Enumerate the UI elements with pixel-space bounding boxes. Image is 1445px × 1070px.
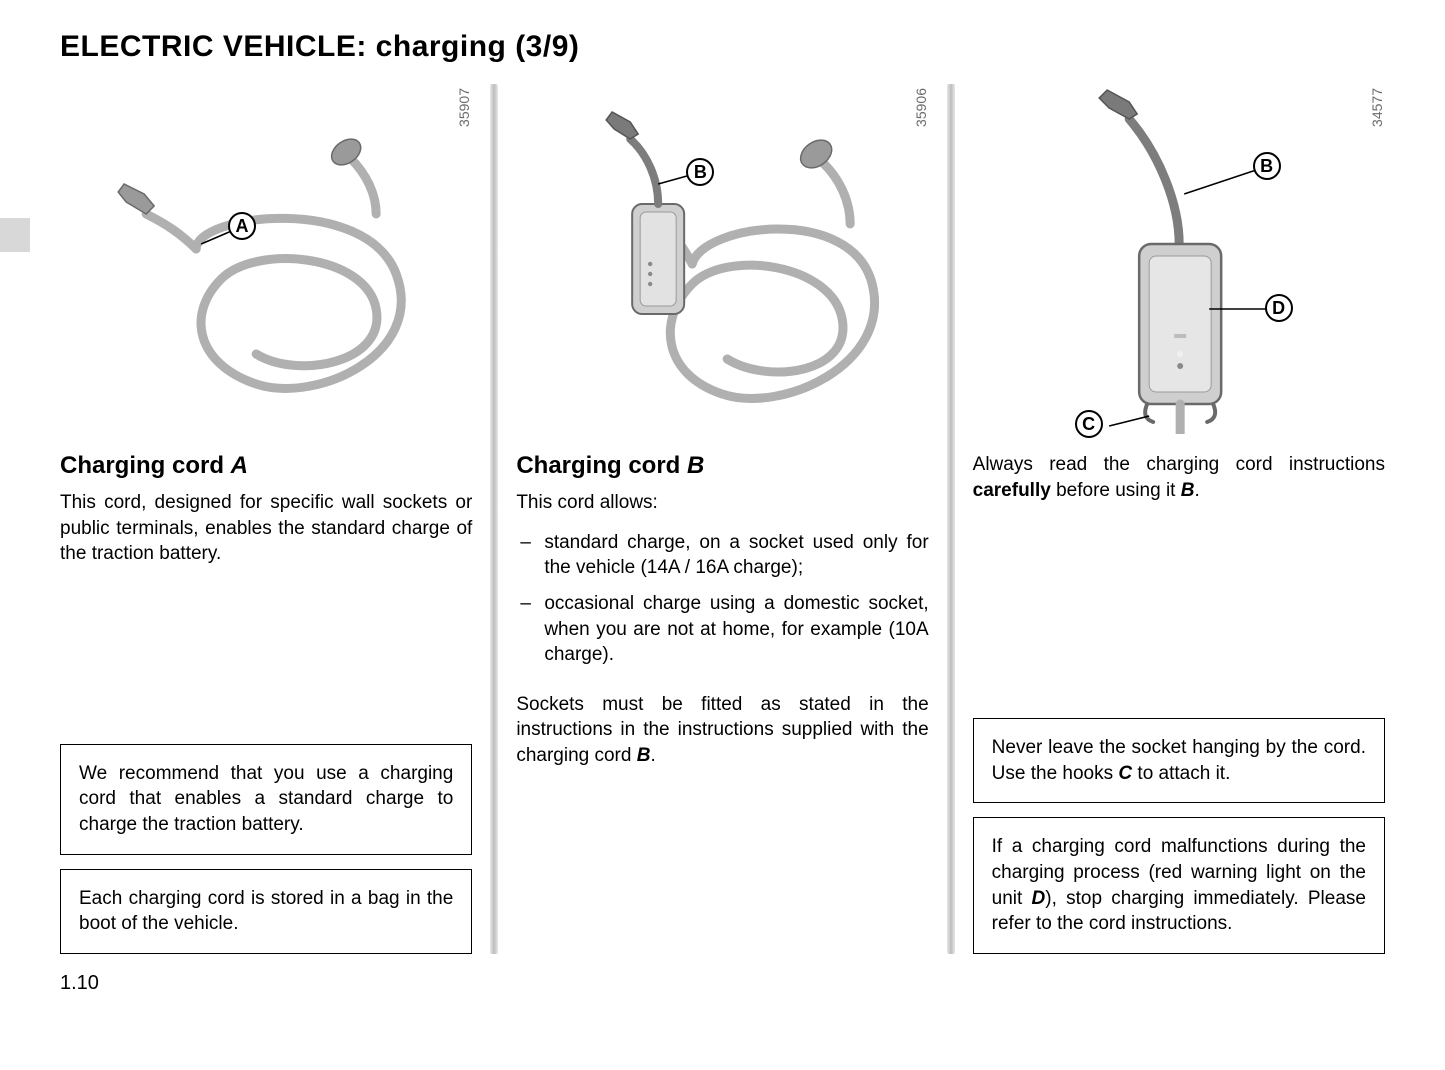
callout-label-d: D	[1265, 294, 1293, 322]
callout-label-c: C	[1075, 410, 1103, 438]
page-number: 1.10	[60, 972, 1385, 995]
cord-b-intro: This cord allows:	[516, 490, 928, 516]
unit-illustration	[973, 84, 1385, 434]
cord-b-illustration	[516, 84, 928, 434]
page-title: ELECTRIC VEHICLE: charging (3/9)	[60, 30, 1385, 64]
text-fragment: Sockets must be fitted as stated in the …	[516, 694, 928, 766]
cord-b-sockets-note: Sockets must be fitted as stated in the …	[516, 692, 928, 769]
figure-code: 34577	[1369, 88, 1385, 127]
note-box-recommend: We recommend that you use a charging cor…	[60, 744, 472, 855]
text-fragment: ), stop charging immediately. Please ref…	[992, 888, 1366, 935]
column-2: 35906 B	[498, 84, 946, 954]
text-fragment: before using it	[1051, 480, 1181, 501]
cord-b-list: standard charge, on a socket used only f…	[516, 530, 928, 678]
text-letter: C	[1118, 763, 1132, 784]
figure-cord-unit: 34577 B D	[973, 84, 1385, 434]
figure-cord-a: 35907 A	[60, 84, 472, 434]
callout-label-a: A	[228, 212, 256, 240]
text-fragment: to attach it.	[1132, 763, 1230, 784]
callout-label-b2: B	[1253, 152, 1281, 180]
text-letter: B	[637, 745, 651, 766]
figure-code: 35907	[456, 88, 472, 127]
text-bold: carefully	[973, 480, 1051, 501]
page-side-tab	[0, 218, 30, 252]
column-divider	[947, 84, 955, 954]
text-fragment: .	[650, 745, 655, 766]
heading-prefix: Charging cord	[516, 452, 687, 479]
text-letter: B	[1181, 480, 1195, 501]
note-box-hooks: Never leave the socket hanging by the co…	[973, 718, 1385, 803]
column-divider	[490, 84, 498, 954]
column-3: 34577 B D	[955, 84, 1385, 954]
figure-cord-b: 35906 B	[516, 84, 928, 434]
list-item: standard charge, on a socket used only f…	[516, 530, 928, 581]
heading-cord-a: Charging cord A	[60, 452, 472, 480]
column-1: 35907 A Charging cord A This cord, desig…	[60, 84, 490, 954]
read-instructions-text: Always read the charging cord instructio…	[973, 452, 1385, 503]
figure-code: 35906	[913, 88, 929, 127]
heading-letter: B	[687, 452, 704, 479]
heading-cord-b: Charging cord B	[516, 452, 928, 480]
cord-a-description: This cord, designed for specific wall so…	[60, 490, 472, 567]
columns-container: 35907 A Charging cord A This cord, desig…	[60, 84, 1385, 954]
text-letter: D	[1032, 888, 1046, 909]
note-box-storage: Each charging cord is stored in a bag in…	[60, 869, 472, 954]
heading-prefix: Charging cord	[60, 452, 231, 479]
list-item: occasional charge using a domestic socke…	[516, 591, 928, 668]
note-box-malfunction: If a charging cord malfunctions during t…	[973, 817, 1385, 954]
cord-a-illustration	[60, 84, 472, 434]
text-fragment: .	[1194, 480, 1199, 501]
text-fragment: Always read the charging cord instructio…	[973, 454, 1385, 475]
heading-letter: A	[231, 452, 248, 479]
